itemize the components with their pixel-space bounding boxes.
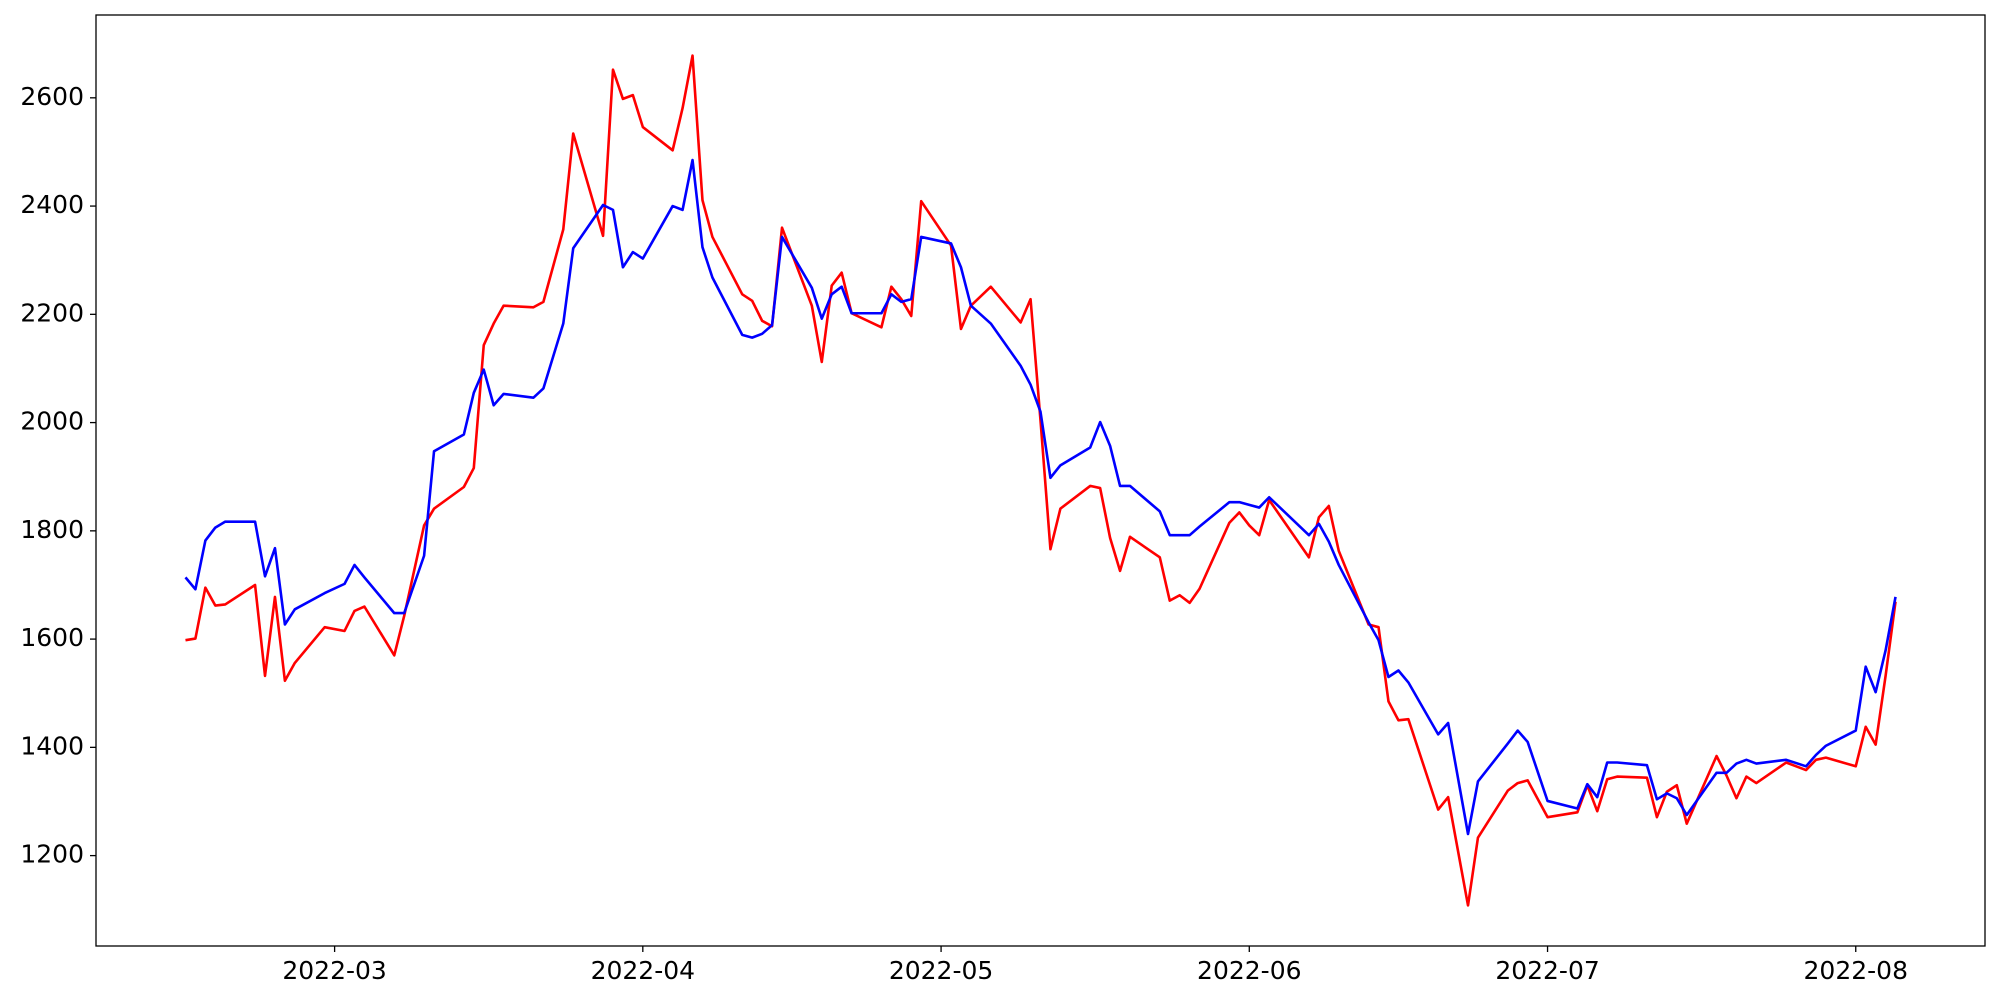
- x-tick-label: 2022-04: [591, 956, 695, 985]
- y-tick-label: 2200: [20, 298, 84, 327]
- x-tick-label: 2022-03: [282, 956, 386, 985]
- y-tick-label: 1800: [20, 515, 84, 544]
- x-tick-label: 2022-06: [1197, 956, 1301, 985]
- y-tick-label: 1200: [20, 840, 84, 869]
- x-tick-label: 2022-07: [1495, 956, 1599, 985]
- plot-frame: [95, 14, 1986, 947]
- y-tick-label: 2600: [20, 82, 84, 111]
- x-tick-label: 2022-05: [889, 956, 993, 985]
- y-tick-label: 2400: [20, 190, 84, 219]
- y-tick-label: 1600: [20, 623, 84, 652]
- x-tick-label: 2022-08: [1804, 956, 1908, 985]
- y-tick-label: 2000: [20, 407, 84, 436]
- line-series: [184, 158, 1897, 836]
- y-tick-label: 1400: [20, 731, 84, 760]
- line-series: [185, 54, 1897, 907]
